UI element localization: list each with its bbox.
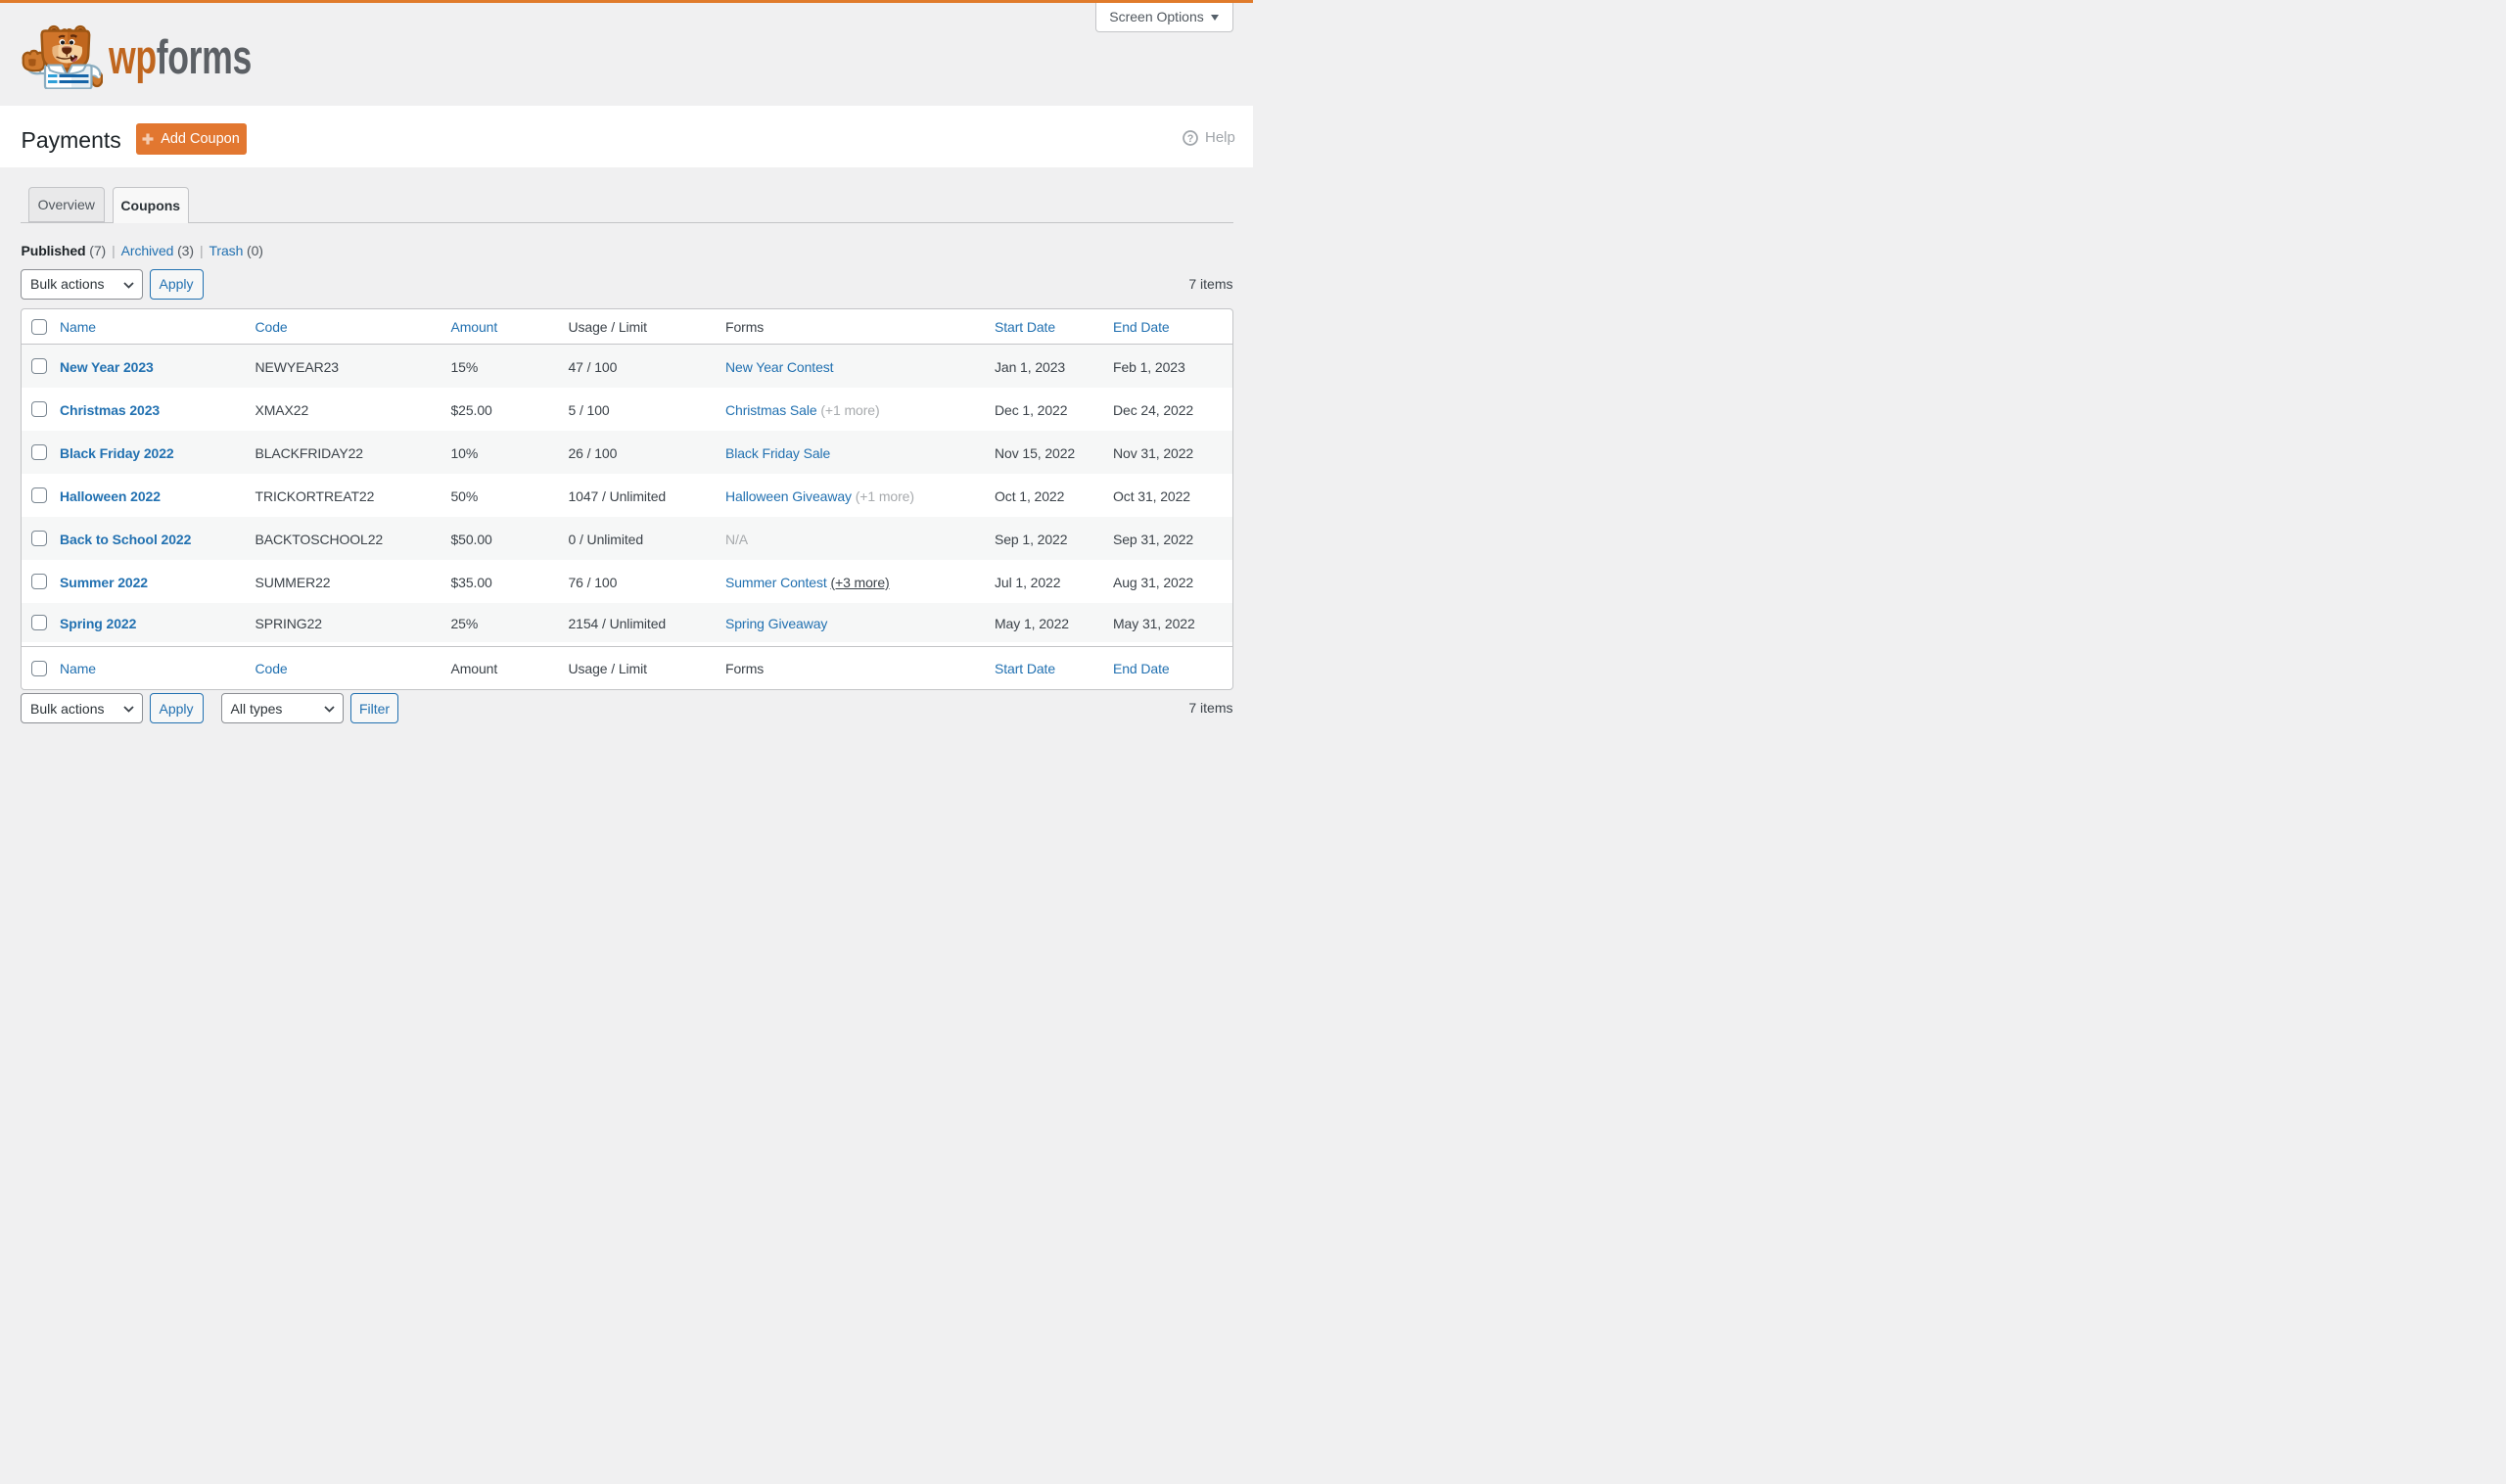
svg-text:?: ?	[1187, 132, 1194, 144]
